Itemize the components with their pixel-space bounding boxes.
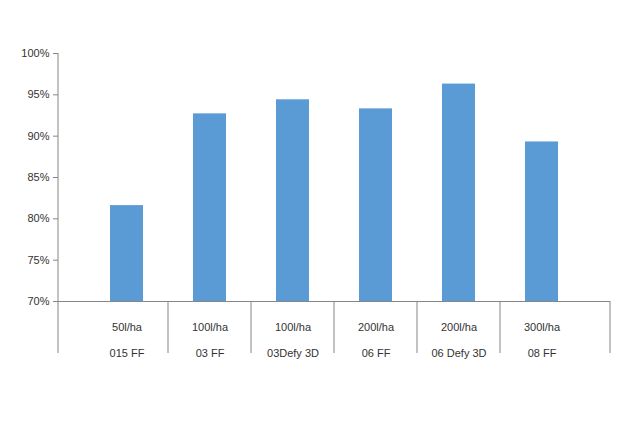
svg-text:50l/ha015 FF: 50l/ha015 FF [110, 321, 145, 358]
svg-text:200l/ha06 FF: 200l/ha06 FF [358, 321, 395, 358]
svg-text:70%: 70% [27, 295, 49, 307]
svg-text:80%: 80% [27, 212, 49, 224]
svg-text:300l/ha08 FF: 300l/ha08 FF [524, 321, 561, 358]
svg-text:95%: 95% [27, 88, 49, 100]
svg-text:100%: 100% [21, 47, 49, 59]
svg-text:100l/ha03 FF: 100l/ha03 FF [192, 321, 229, 358]
svg-text:100l/ha03Defy 3D: 100l/ha03Defy 3D [267, 321, 319, 358]
svg-text:75%: 75% [27, 254, 49, 266]
svg-text:85%: 85% [27, 171, 49, 183]
svg-text:90%: 90% [27, 130, 49, 142]
svg-text:200l/ha06 Defy 3D: 200l/ha06 Defy 3D [431, 321, 486, 358]
